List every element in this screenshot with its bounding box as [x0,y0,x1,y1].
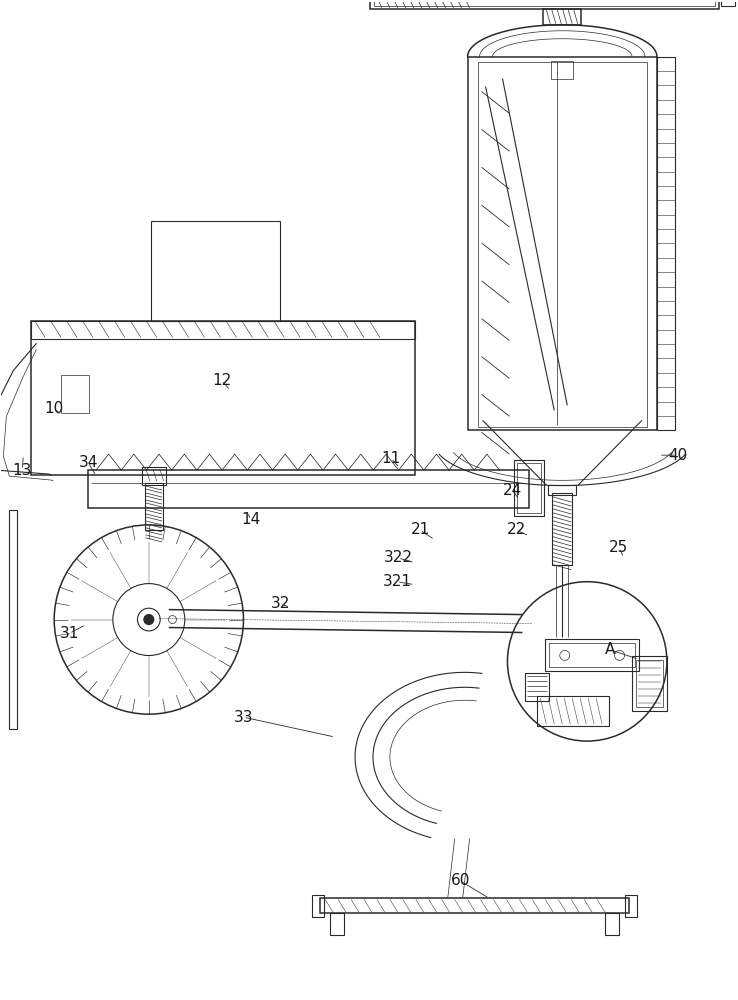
Text: 14: 14 [242,512,261,527]
Text: 322: 322 [384,550,413,565]
Text: 25: 25 [610,540,629,555]
Bar [61,375,89,413]
Bar [151,221,280,321]
Bar [312,895,324,917]
Bar [548,485,576,495]
Text: 24: 24 [503,483,522,498]
Bar [142,467,166,485]
Text: 13: 13 [13,463,32,478]
Text: A: A [605,642,615,657]
Bar [549,643,635,667]
Bar [543,9,582,25]
Bar [514,460,545,516]
Text: 321: 321 [382,574,412,589]
Text: 21: 21 [411,522,430,537]
Bar [545,639,640,671]
Bar [657,57,675,430]
Bar [537,696,609,726]
Bar [525,673,549,701]
Bar [145,483,163,530]
Bar [517,463,542,513]
Bar [88,470,529,508]
Bar [552,493,572,565]
Bar [468,57,657,430]
Text: 12: 12 [213,373,232,388]
Text: 31: 31 [59,626,79,641]
Circle shape [144,615,154,625]
Bar [636,660,663,707]
Bar [320,898,629,913]
Text: 34: 34 [78,455,98,470]
Text: 11: 11 [382,451,401,466]
Text: 33: 33 [234,710,254,725]
Bar [605,913,619,935]
Bar [477,62,647,427]
Bar [370,0,719,9]
Text: 22: 22 [506,522,525,537]
Bar [330,913,344,935]
Bar [721,0,734,6]
Bar [31,321,415,339]
Bar [625,895,637,917]
Text: 10: 10 [45,401,64,416]
Bar [10,510,17,729]
Text: 32: 32 [271,596,291,611]
Bar [551,61,573,79]
Bar [31,321,415,475]
Text: 60: 60 [451,873,471,888]
Text: 40: 40 [668,448,687,463]
Bar [632,656,667,711]
Bar [374,0,714,6]
